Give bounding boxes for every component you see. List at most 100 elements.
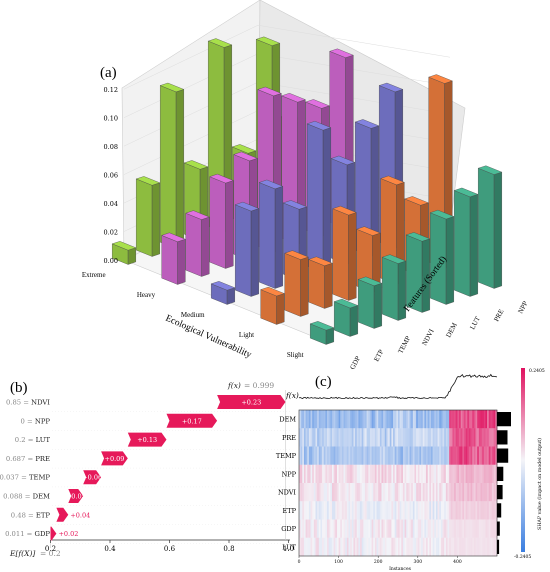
panel-c-x-ticks: 0 100 200 300 400 (298, 556, 462, 565)
panel-a-bar (477, 165, 503, 289)
panel-b-feature-label: 0.2 = LUT (15, 436, 51, 444)
panel-b-bar-label: +0.09 (105, 455, 125, 463)
panel-a-bar (210, 281, 236, 305)
panel-c-importance-bar (497, 430, 508, 445)
panel-a-bar (333, 298, 359, 337)
panel-a-3d-bar-chart: 0.00 0.02 0.04 0.06 0.08 0.10 0.12 Extreme Heav… (82, 0, 530, 371)
panel-b-bar-label: +0.13 (137, 436, 157, 444)
panel-a-label: (a) (100, 65, 117, 81)
panel-c-feature-tick-label: ETP (283, 507, 297, 515)
panel-b-base-value: = 0.2 (40, 549, 61, 558)
panel-a-gridline (257, 81, 451, 115)
panel-c-feature-tick-label: LUT (282, 543, 296, 551)
panel-a-bar (332, 205, 357, 301)
panel-c-colorbar-label: SHAP value (impact on model output) (536, 438, 543, 530)
panel-a-feature-tick-label: NDVI (420, 327, 436, 347)
panel-a-bar (185, 210, 210, 277)
panel-a-bar (111, 241, 137, 265)
panel-a-z-tick-label: 0.04 (104, 200, 118, 208)
panel-b-label: (b) (10, 380, 28, 396)
panel-a-class-tick-label: Medium (181, 311, 205, 319)
panel-c-importance-bars (497, 412, 511, 554)
panel-b-bar-label: +0.05 (66, 493, 86, 501)
panel-b-bar-label: +0.17 (182, 417, 202, 425)
panel-a-bar (405, 232, 431, 313)
panel-a-gridline (257, 53, 451, 86)
panel-c-shap-heatmap: (c) f(x) DEM PRE TEMP NPP NDVI ETP GDP LUT 0 100… (276, 368, 545, 572)
panel-b-x-tick-label: 0.4 (104, 545, 116, 553)
panel-a-feature-tick-label: GDP (348, 355, 362, 371)
panel-a-bar (260, 286, 285, 325)
panel-a-bar (258, 179, 284, 289)
panel-b-bar-label: +0.04 (70, 511, 90, 519)
panel-b-x-ticks: 0.2 0.4 0.6 0.8 1.0 (45, 540, 294, 553)
panel-c-importance-bar (497, 539, 500, 554)
panel-a-feature-tick-label: ETP (372, 348, 385, 363)
panel-b-row: +0.13 0.2 = LUT (15, 432, 167, 447)
panel-c-importance-bar (497, 466, 504, 481)
panel-c-xlabel: Instances (389, 566, 412, 572)
panel-b-waterfall-chart: (b) +0.02 0.011 = GDP +0.04 0.48 = ETP +0.05… (0, 380, 294, 558)
panel-b-feature-label: 0.011 = GDP (5, 530, 50, 538)
panel-a-bar (234, 201, 260, 297)
panel-b-feature-label: 0.48 = ETP (11, 511, 51, 519)
panel-b-feature-label: 0.687 = PRE (6, 455, 50, 463)
panel-c-importance-bar (497, 485, 503, 500)
panel-a-class-tick-label: Light (239, 331, 254, 339)
panel-a-z-tick-label: 0.12 (104, 86, 118, 94)
panel-a-z-tick-label: 0.02 (104, 229, 118, 237)
panel-a-bars (111, 36, 503, 345)
panel-b-feature-label: 0.037 = TEMP (0, 474, 50, 482)
panel-c-importance-bar (497, 448, 509, 463)
panel-a-z-tick-label: 0.08 (104, 143, 118, 151)
panel-b-feature-label: 0.85 = NDVI (6, 399, 50, 407)
panel-a-z-tick-label: 0.06 (104, 172, 118, 180)
panel-c-feature-tick-label: PRE (282, 434, 296, 442)
panel-a-bar (357, 276, 383, 329)
panel-a-gridline (257, 24, 451, 58)
panel-b-contribution-bar (83, 470, 102, 485)
panel-a-gridline (123, 81, 259, 147)
panel-a-feature-tick-label: DEM (444, 321, 459, 339)
panel-a-feature-tick-label: NPP (516, 300, 529, 315)
panel-a-gridline (123, 53, 259, 118)
panel-b-fx-value: = 0.999 (244, 381, 274, 390)
panel-c-feature-tick-label: DEM (279, 416, 296, 424)
panel-a-class-ticks: Extreme Heavy Medium Light Slight (82, 271, 304, 359)
panel-c-heatmap-frame (298, 409, 498, 557)
panel-c-x-tick-label: 100 (334, 559, 343, 565)
panel-a-bar (159, 82, 185, 249)
panel-a-bar (306, 121, 332, 273)
panel-b-feature-label: 0 = NPP (21, 417, 51, 425)
panel-b-x-tick-label: 0.6 (164, 545, 176, 553)
panel-b-row: +0.02 0.011 = GDP (5, 526, 78, 541)
panel-c-importance-bar (497, 503, 502, 518)
panel-a-bar (135, 176, 161, 257)
panel-c-feature-tick-label: NPP (282, 470, 297, 478)
panel-b-row: +0.05 0.088 = DEM (3, 489, 86, 503)
panel-b-contribution-bar (101, 451, 128, 466)
panel-c-importance-bar (497, 412, 511, 427)
panel-b-contribution-bar (127, 432, 167, 447)
panel-a-feature-tick-label: PRE (492, 308, 505, 323)
panel-b-row: +0.17 0 = NPP (21, 413, 218, 428)
panel-b-contribution-bar (217, 395, 286, 409)
panel-a-bar (308, 256, 333, 309)
panel-c-heatmap-cells (299, 410, 498, 557)
panel-a-bar (429, 209, 455, 305)
panel-b-contribution-bar (166, 413, 218, 428)
panel-c-x-tick-label: 0 (298, 559, 301, 565)
panel-c-fx-label: f(x) (285, 391, 299, 400)
panel-c-feature-tick-label: TEMP (276, 452, 297, 460)
panel-a-feature-tick-label: TEMP (396, 335, 412, 355)
panel-c-colorbar-min: -0.2405 (514, 554, 531, 560)
panel-c-feature-tick-label: NDVI (278, 489, 296, 497)
panel-b-rows: +0.02 0.011 = GDP +0.04 0.48 = ETP +0.05 0.08… (0, 395, 286, 541)
panel-a-class-tick-label: Slight (287, 351, 304, 359)
panel-b-x-tick-label: 0.8 (223, 545, 234, 553)
panel-a-gridline (123, 25, 259, 90)
panel-b-row: +0.04 0.48 = ETP (11, 507, 90, 522)
panel-b-contribution-bar (56, 507, 69, 522)
panel-c-fx-curve (298, 373, 498, 400)
